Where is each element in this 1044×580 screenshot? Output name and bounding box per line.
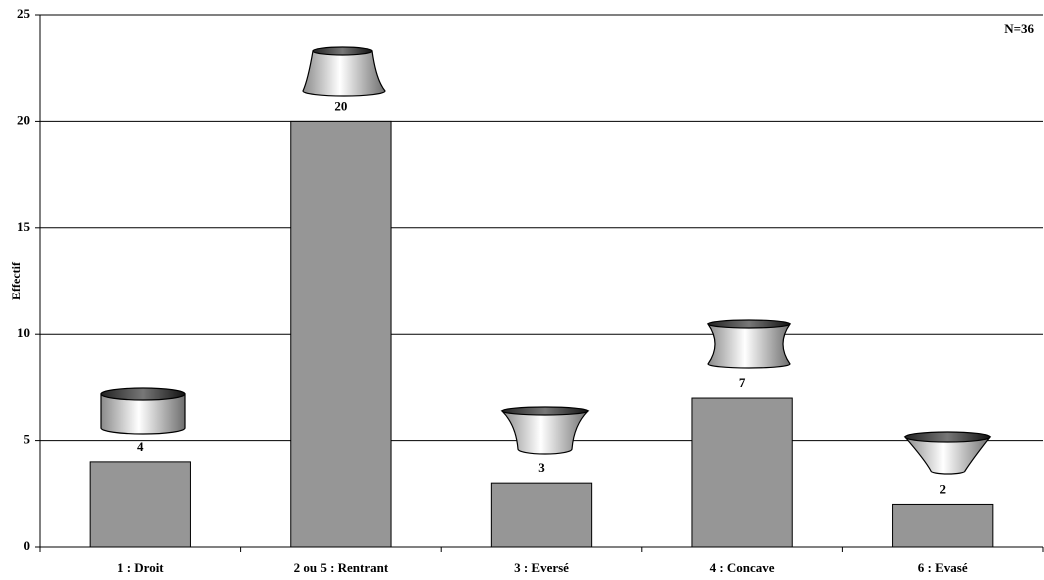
vessel-icon [302, 50, 386, 97]
y-tick-label: 0 [24, 538, 31, 553]
data-label: 2 [939, 481, 946, 496]
y-tick-label: 15 [17, 219, 31, 234]
vessel-rim [707, 319, 791, 329]
y-tick-label: 10 [17, 325, 30, 340]
vessel-icon [100, 393, 186, 435]
y-tick-label: 25 [17, 6, 31, 21]
y-tick-label: 5 [24, 432, 31, 447]
bar [691, 397, 793, 548]
data-label: 3 [538, 460, 545, 475]
vessel-icon [903, 436, 992, 475]
bar [490, 482, 593, 548]
x-tick-label: 3 : Eversé [514, 560, 569, 575]
data-label: 4 [137, 439, 144, 454]
x-tick-label: 4 : Concave [710, 560, 775, 575]
bar [290, 120, 392, 548]
vessel-rim [312, 46, 373, 56]
data-label: 7 [739, 375, 746, 390]
vessel-icon [706, 323, 792, 369]
x-tick-label: 1 : Droit [117, 560, 164, 575]
vessel-rim [904, 431, 991, 443]
x-tick-label: 2 ou 5 : Rentrant [294, 560, 389, 575]
annotation: N=36 [1004, 21, 1034, 36]
x-tick-label: 6 : Evasé [918, 560, 968, 575]
bar [89, 461, 191, 548]
vessel-rim [501, 406, 589, 416]
y-axis-label: Effectif [9, 261, 23, 300]
vessel-icons [100, 46, 992, 475]
vessel-rim [100, 387, 186, 401]
data-label: 20 [334, 98, 347, 113]
y-tick-label: 20 [17, 112, 30, 127]
vessel-icon [500, 410, 590, 455]
bar [892, 503, 994, 548]
